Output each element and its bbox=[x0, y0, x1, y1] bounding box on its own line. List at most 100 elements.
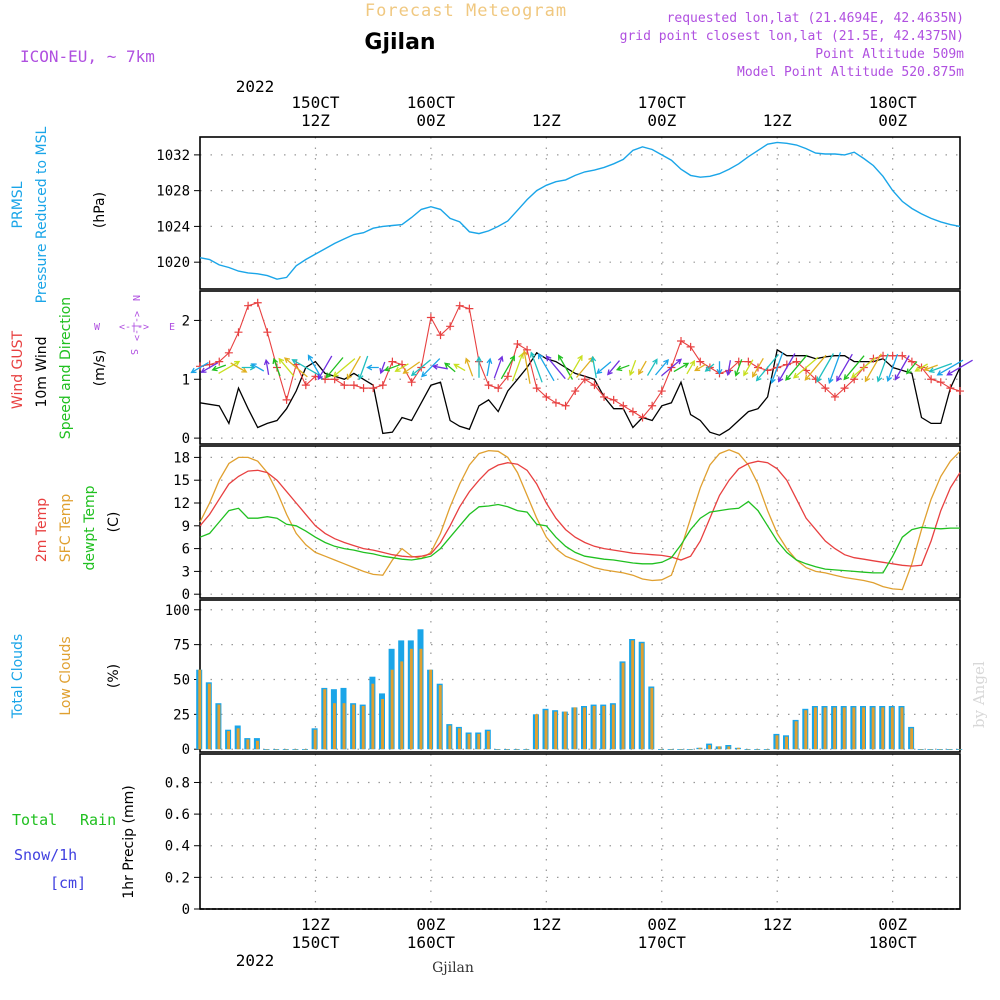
top-tick-label: 00Z bbox=[647, 111, 676, 130]
top-year-label: 2022 bbox=[236, 77, 275, 96]
cloud-low-bar bbox=[862, 707, 865, 750]
wind-direction-arrow bbox=[827, 352, 842, 384]
cloud-low-bar bbox=[342, 703, 346, 750]
wind-direction-arrow bbox=[410, 359, 432, 377]
wind-direction-arrow bbox=[317, 355, 333, 381]
cloud-low-bar bbox=[631, 640, 635, 750]
top-tick-label: 12Z bbox=[763, 111, 792, 130]
wind-direction-arrow bbox=[357, 355, 369, 381]
gust-marker bbox=[253, 298, 262, 307]
cloud-low-bar bbox=[929, 749, 933, 750]
gust-marker bbox=[455, 301, 464, 310]
cloud-low-bar bbox=[583, 707, 586, 750]
pressure-frame bbox=[199, 136, 961, 290]
cloud-low-bar bbox=[746, 749, 750, 750]
gust-marker bbox=[465, 304, 474, 313]
cloud-low-bar bbox=[275, 749, 279, 750]
gust-marker bbox=[571, 387, 580, 396]
precip-frame bbox=[199, 753, 961, 910]
panels-group: 1020102410281032012036912151802550751000… bbox=[156, 136, 973, 918]
gust-marker bbox=[378, 381, 387, 390]
wind-direction-arrow bbox=[734, 359, 743, 377]
wind-direction-arrow bbox=[500, 355, 515, 380]
wind-direction-arrow bbox=[230, 362, 248, 373]
cloud-low-bar bbox=[333, 703, 336, 750]
cloud-low-bar bbox=[698, 747, 702, 750]
wind-direction-arrow bbox=[607, 360, 620, 376]
wind-direction-arrow bbox=[804, 354, 827, 381]
gust-marker bbox=[648, 401, 657, 410]
gust-marker bbox=[282, 395, 291, 404]
gust-marker bbox=[426, 313, 435, 322]
top-tick-label: 12Z bbox=[532, 111, 561, 130]
dewpt-line bbox=[199, 500, 960, 574]
top-tick-label: 12Z bbox=[301, 111, 330, 130]
bottom-tick-label: 00Z bbox=[416, 915, 445, 934]
clouds-panel: 0 25 50 75 100 bbox=[165, 599, 963, 758]
wind-direction-arrow bbox=[792, 356, 819, 379]
gust-marker bbox=[224, 348, 233, 357]
clouds-label-unit: (%) bbox=[106, 664, 122, 688]
bottom-year-label: 2022 bbox=[236, 951, 275, 970]
temp-ytick-label: 9 bbox=[182, 519, 190, 535]
wind-direction-arrow bbox=[402, 361, 421, 374]
wind-direction-arrow bbox=[886, 353, 899, 383]
gust-marker bbox=[513, 339, 522, 348]
wind-frame bbox=[199, 290, 961, 445]
cloud-low-bar bbox=[842, 707, 846, 750]
wind-direction-arrow bbox=[816, 353, 834, 383]
wind-ytick-label: 2 bbox=[182, 313, 190, 329]
wind-direction-arrow bbox=[864, 353, 882, 383]
cloud-low-bar bbox=[775, 735, 779, 750]
temp-label-unit: (C) bbox=[106, 512, 122, 533]
wind-direction-arrow bbox=[673, 362, 690, 373]
compass-n: N bbox=[130, 295, 141, 301]
cloud-low-bar bbox=[669, 749, 673, 750]
pressure-label-msl: Pressure Reduced to MSL bbox=[34, 126, 50, 303]
wind-direction-arrow bbox=[755, 354, 779, 382]
gust-marker bbox=[215, 357, 224, 366]
cloud-low-bar bbox=[198, 669, 202, 750]
wind-direction-arrow bbox=[770, 352, 784, 384]
wind-direction-arrow bbox=[836, 353, 853, 382]
gust-marker bbox=[696, 357, 705, 366]
precip-label-cm: [cm] bbox=[50, 874, 86, 892]
clouds-ytick-label: 75 bbox=[173, 638, 190, 654]
precip-ytick-label: 0.8 bbox=[165, 775, 190, 791]
cloud-low-bar bbox=[650, 687, 654, 750]
precip-ytick-label: 0.2 bbox=[165, 870, 190, 886]
cloud-low-bar bbox=[294, 749, 298, 750]
cloud-low-bar bbox=[390, 669, 394, 750]
cloud-low-bar bbox=[688, 749, 692, 750]
cloud-low-bar bbox=[939, 749, 942, 750]
wind-direction-arrow bbox=[529, 351, 543, 383]
point-altitude: Point Altitude 509m bbox=[815, 47, 964, 62]
gust-marker bbox=[484, 381, 493, 390]
temp-label-2m: 2m Temp bbox=[34, 498, 50, 562]
gust-marker bbox=[888, 351, 897, 360]
model-label: ICON-EU, ~ 7km bbox=[20, 47, 155, 66]
wind-direction-arrow bbox=[537, 353, 555, 382]
cloud-low-bar bbox=[611, 704, 615, 750]
precip-label-rain: Rain bbox=[80, 811, 116, 829]
wind-direction-arrow bbox=[628, 359, 637, 377]
cloud-low-bar bbox=[814, 707, 817, 750]
compass-s: S bbox=[128, 349, 139, 355]
cloud-low-bar bbox=[737, 747, 740, 750]
gust-marker bbox=[561, 401, 570, 410]
cloud-low-bar bbox=[313, 729, 317, 750]
clouds-ytick-label: 100 bbox=[165, 603, 190, 619]
cloud-low-bar bbox=[265, 749, 269, 750]
temp-ytick-label: 3 bbox=[182, 564, 190, 580]
cloud-low-bar bbox=[207, 683, 211, 750]
cloud-low-bar bbox=[284, 749, 288, 750]
wind-direction-arrow bbox=[906, 361, 918, 375]
wind-direction-arrow bbox=[200, 362, 219, 373]
pressure-ytick-label: 1020 bbox=[156, 255, 190, 271]
cloud-low-bar bbox=[823, 707, 827, 750]
wind-direction-arrow bbox=[379, 361, 386, 375]
footer-location: Gjilan bbox=[432, 960, 474, 976]
cloud-low-bar bbox=[852, 707, 856, 750]
cloud-low-bar bbox=[535, 714, 538, 750]
